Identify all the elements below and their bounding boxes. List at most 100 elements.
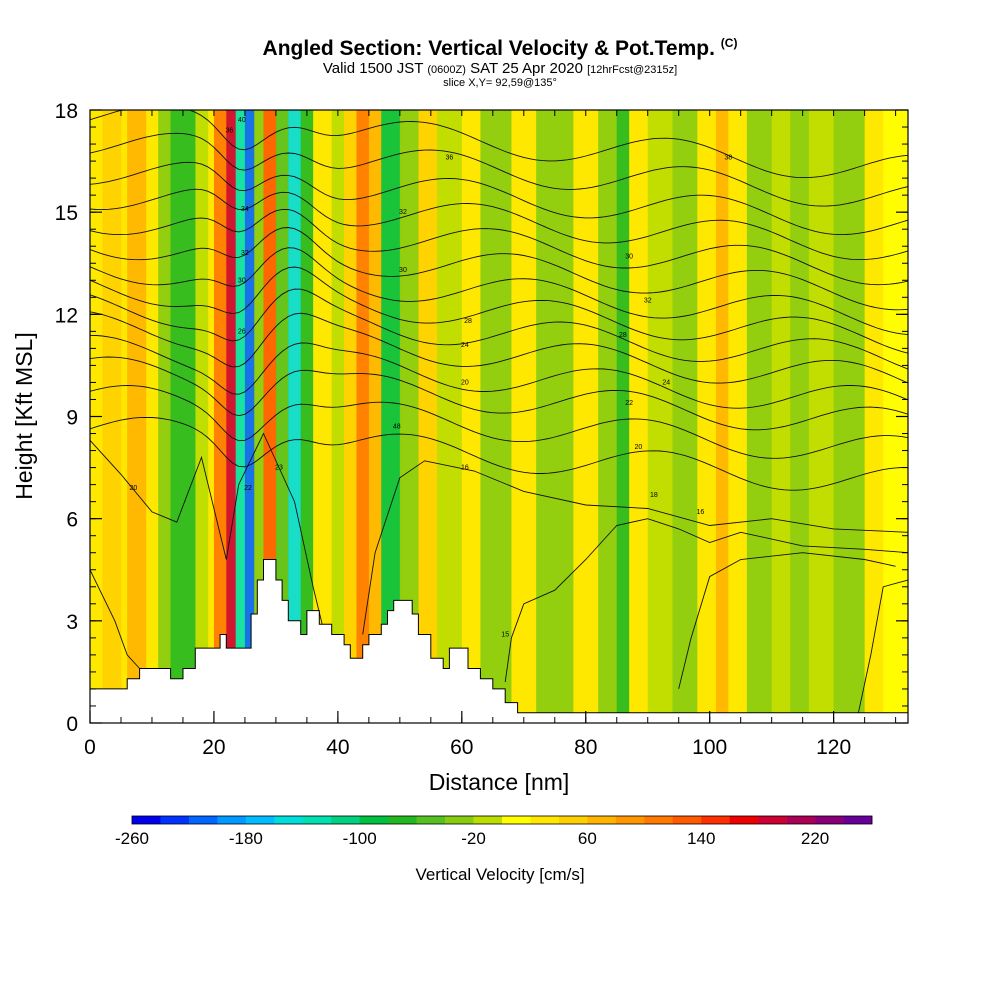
shade-band bbox=[195, 110, 209, 723]
colorbar-tick-label: 220 bbox=[801, 829, 829, 848]
shade-band bbox=[536, 110, 574, 723]
valid-time: Valid 1500 JST bbox=[322, 60, 424, 77]
isentrope-line bbox=[90, 385, 908, 459]
colorbar-swatch bbox=[843, 816, 873, 824]
colorbar-swatch bbox=[359, 816, 389, 824]
shade-band bbox=[344, 110, 357, 723]
velocity-shading bbox=[90, 110, 908, 723]
shade-band bbox=[102, 110, 122, 723]
y-tick-label: 15 bbox=[55, 202, 78, 225]
theta-line bbox=[90, 432, 326, 639]
contour-label: 40 bbox=[238, 117, 246, 124]
valid-line: Valid 1500 JST (0600Z) SAT 25 Apr 2020 [… bbox=[0, 60, 1000, 77]
x-tick-label: 60 bbox=[450, 736, 473, 759]
colorbar-swatch bbox=[615, 816, 645, 824]
colorbar-swatch bbox=[587, 816, 617, 824]
y-tick-label: 12 bbox=[55, 304, 78, 327]
contour-label: 32 bbox=[399, 209, 407, 216]
contour-label: 23 bbox=[275, 465, 283, 472]
shade-band bbox=[300, 110, 314, 723]
contour-label: 48 bbox=[393, 424, 401, 431]
contour-label: 28 bbox=[464, 318, 472, 325]
x-tick-label: 40 bbox=[326, 736, 349, 759]
isentrope-line bbox=[90, 208, 908, 286]
shade-band bbox=[598, 110, 618, 723]
contour-label: 30 bbox=[625, 253, 633, 260]
shade-band bbox=[808, 110, 835, 723]
shade-band bbox=[480, 110, 512, 723]
isentrope-line bbox=[90, 356, 908, 431]
shade-band bbox=[399, 110, 419, 723]
shade-band bbox=[629, 110, 649, 723]
y-tick-label: 3 bbox=[66, 611, 78, 634]
colorbar-swatch bbox=[786, 816, 816, 824]
contour-label: 30 bbox=[238, 277, 246, 284]
colorbar-swatch bbox=[473, 816, 503, 824]
contour-label: 16 bbox=[461, 465, 469, 472]
colorbar-frame bbox=[131, 815, 873, 825]
title-main: Angled Section: Vertical Velocity & Pot.… bbox=[262, 37, 715, 60]
isentrope-line bbox=[90, 110, 908, 179]
theta-line bbox=[90, 569, 140, 669]
colorbar-swatch bbox=[672, 816, 702, 824]
shade-band bbox=[381, 110, 401, 723]
colorbar-swatch bbox=[502, 816, 531, 824]
forecast-tag: [12hrFcst@2315z] bbox=[587, 64, 678, 76]
isentrope-line bbox=[90, 247, 908, 336]
shade-band bbox=[771, 110, 791, 723]
isentrope-line bbox=[90, 288, 908, 370]
isentrope-line bbox=[90, 132, 908, 207]
theta-line bbox=[857, 579, 908, 713]
title-tag: (C) bbox=[720, 36, 738, 50]
valid-date: SAT 25 Apr 2020 bbox=[470, 60, 583, 77]
colorbar-swatch bbox=[530, 816, 560, 824]
colorbar-tick-label: 60 bbox=[578, 829, 597, 848]
isentrope-line bbox=[90, 334, 908, 409]
shade-band bbox=[728, 110, 748, 723]
shade-band bbox=[647, 110, 674, 723]
contour-label: 16 bbox=[697, 509, 705, 516]
colorbar-tick-label: -180 bbox=[229, 829, 263, 848]
colorbar-tick-label: -20 bbox=[461, 829, 486, 848]
colorbar-tick-label: 140 bbox=[687, 829, 715, 848]
contour-label: 24 bbox=[461, 342, 469, 349]
colorbar-swatch bbox=[331, 816, 360, 824]
contour-label: 32 bbox=[241, 250, 249, 257]
colorbar-swatch bbox=[217, 816, 247, 824]
y-axis-label: Height [Kft MSL] bbox=[11, 332, 37, 499]
contour-label: 20 bbox=[461, 379, 469, 386]
theta-line bbox=[362, 460, 908, 635]
colorbar-swatch bbox=[188, 816, 218, 824]
shade-band bbox=[158, 110, 172, 723]
colorbar-swatch bbox=[160, 816, 190, 824]
shade-band bbox=[275, 110, 289, 723]
x-tick-label: 120 bbox=[816, 736, 851, 759]
shade-band bbox=[461, 110, 481, 723]
shade-band bbox=[715, 110, 729, 723]
contour-label: 38 bbox=[724, 155, 732, 162]
isentrope-line bbox=[90, 188, 908, 261]
colorbar-swatch bbox=[274, 816, 304, 824]
shade-band bbox=[288, 110, 302, 723]
shade-band bbox=[511, 110, 537, 723]
colorbar-swatch bbox=[388, 816, 417, 824]
x-tick-label: 20 bbox=[202, 736, 225, 759]
contour-label: 20 bbox=[635, 444, 643, 451]
colorbar-swatch bbox=[644, 816, 674, 824]
shade-band bbox=[254, 110, 265, 723]
y-tick-label: 6 bbox=[66, 509, 78, 532]
minor-ticks bbox=[89, 109, 908, 724]
y-tick-label: 18 bbox=[55, 100, 78, 123]
shade-band bbox=[746, 110, 773, 723]
theta-line bbox=[678, 552, 896, 690]
isentrope-line bbox=[90, 311, 908, 384]
contour-label: 18 bbox=[650, 492, 658, 499]
colorbar-tick-label: -260 bbox=[115, 829, 149, 848]
contour-labels: 20 22 23 48 16 20 24 28 30 32 36 30 32 28 24 22 20 18 16 38… bbox=[129, 117, 732, 638]
shade-band bbox=[127, 110, 147, 723]
colorbar-ticks: -260 -180 -100 -20 60 140 220 bbox=[115, 829, 829, 848]
shade-band bbox=[864, 110, 884, 723]
colorbar-swatch bbox=[758, 816, 787, 824]
colorbar-tick-label: -100 bbox=[343, 829, 377, 848]
